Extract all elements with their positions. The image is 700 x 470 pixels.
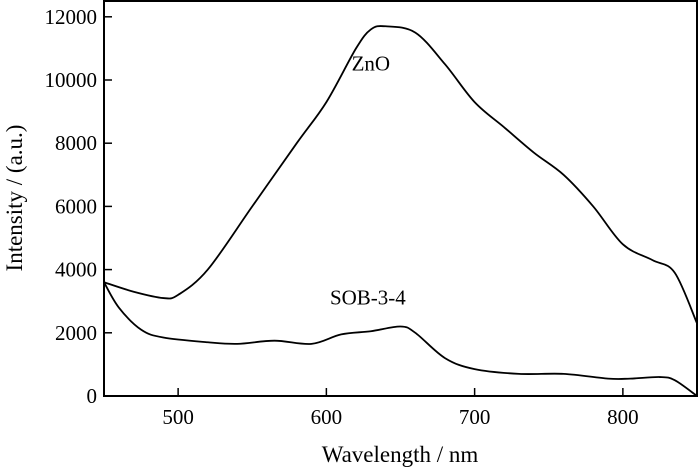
series-label-sob-3-4: SOB-3-4 (330, 285, 406, 309)
series-line-zno (103, 25, 698, 324)
x-tick-label: 500 (162, 405, 194, 429)
y-tick-label: 10000 (45, 68, 98, 92)
series-label-zno: ZnO (352, 52, 391, 76)
y-tick-label: 8000 (55, 131, 97, 155)
y-tick-label: 2000 (55, 321, 97, 345)
y-tick-label: 4000 (55, 258, 97, 282)
x-tick-label: 800 (607, 405, 639, 429)
x-tick-label: 700 (459, 405, 491, 429)
y-tick-label: 0 (87, 384, 98, 408)
plot-frame (103, 0, 698, 397)
x-tick-label: 600 (311, 405, 343, 429)
y-tick-label: 12000 (45, 5, 98, 29)
series-line-sob-3-4 (103, 281, 698, 397)
y-axis-label: Intensity / (a.u.) (2, 125, 27, 272)
x-axis-label: Wavelength / nm (322, 442, 479, 467)
y-tick-label: 6000 (55, 194, 97, 218)
